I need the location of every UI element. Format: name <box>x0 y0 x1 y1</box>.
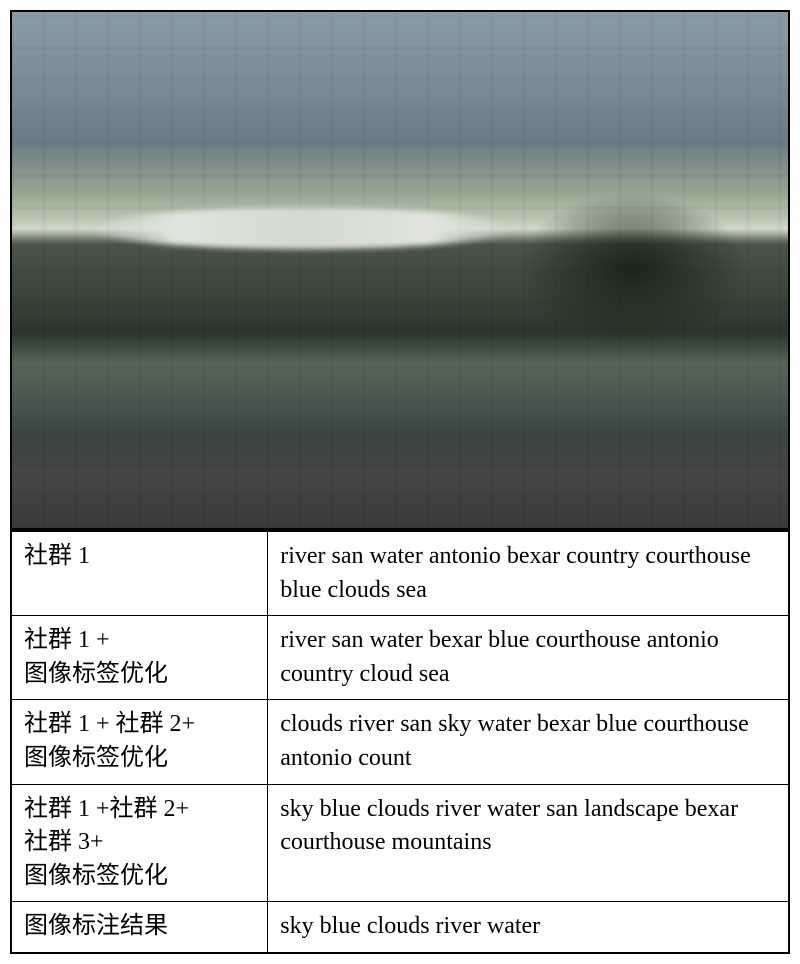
row-label: 社群 1 + 图像标签优化 <box>11 616 268 700</box>
clouds-decoration <box>90 208 517 249</box>
page-container: 社群 1 river san water antonio bexar count… <box>10 10 790 954</box>
landscape-photo <box>10 10 790 530</box>
table-row: 社群 1 river san water antonio bexar count… <box>11 531 789 616</box>
row-value: clouds river san sky water bexar blue co… <box>268 700 789 784</box>
table-row: 社群 1 + 社群 2+ 图像标签优化 clouds river san sky… <box>11 700 789 784</box>
row-label: 社群 1 +社群 2+ 社群 3+ 图像标签优化 <box>11 784 268 902</box>
table-row: 社群 1 +社群 2+ 社群 3+ 图像标签优化 sky blue clouds… <box>11 784 789 902</box>
row-label: 社群 1 + 社群 2+ 图像标签优化 <box>11 700 268 784</box>
table-row: 图像标注结果 sky blue clouds river water <box>11 902 789 953</box>
table-row: 社群 1 + 图像标签优化 river san water bexar blue… <box>11 616 789 700</box>
row-value: sky blue clouds river water <box>268 902 789 953</box>
row-label: 社群 1 <box>11 531 268 616</box>
row-label: 图像标注结果 <box>11 902 268 953</box>
row-value: river san water antonio bexar country co… <box>268 531 789 616</box>
row-value: sky blue clouds river water san landscap… <box>268 784 789 902</box>
results-table: 社群 1 river san water antonio bexar count… <box>10 530 790 954</box>
row-value: river san water bexar blue courthouse an… <box>268 616 789 700</box>
